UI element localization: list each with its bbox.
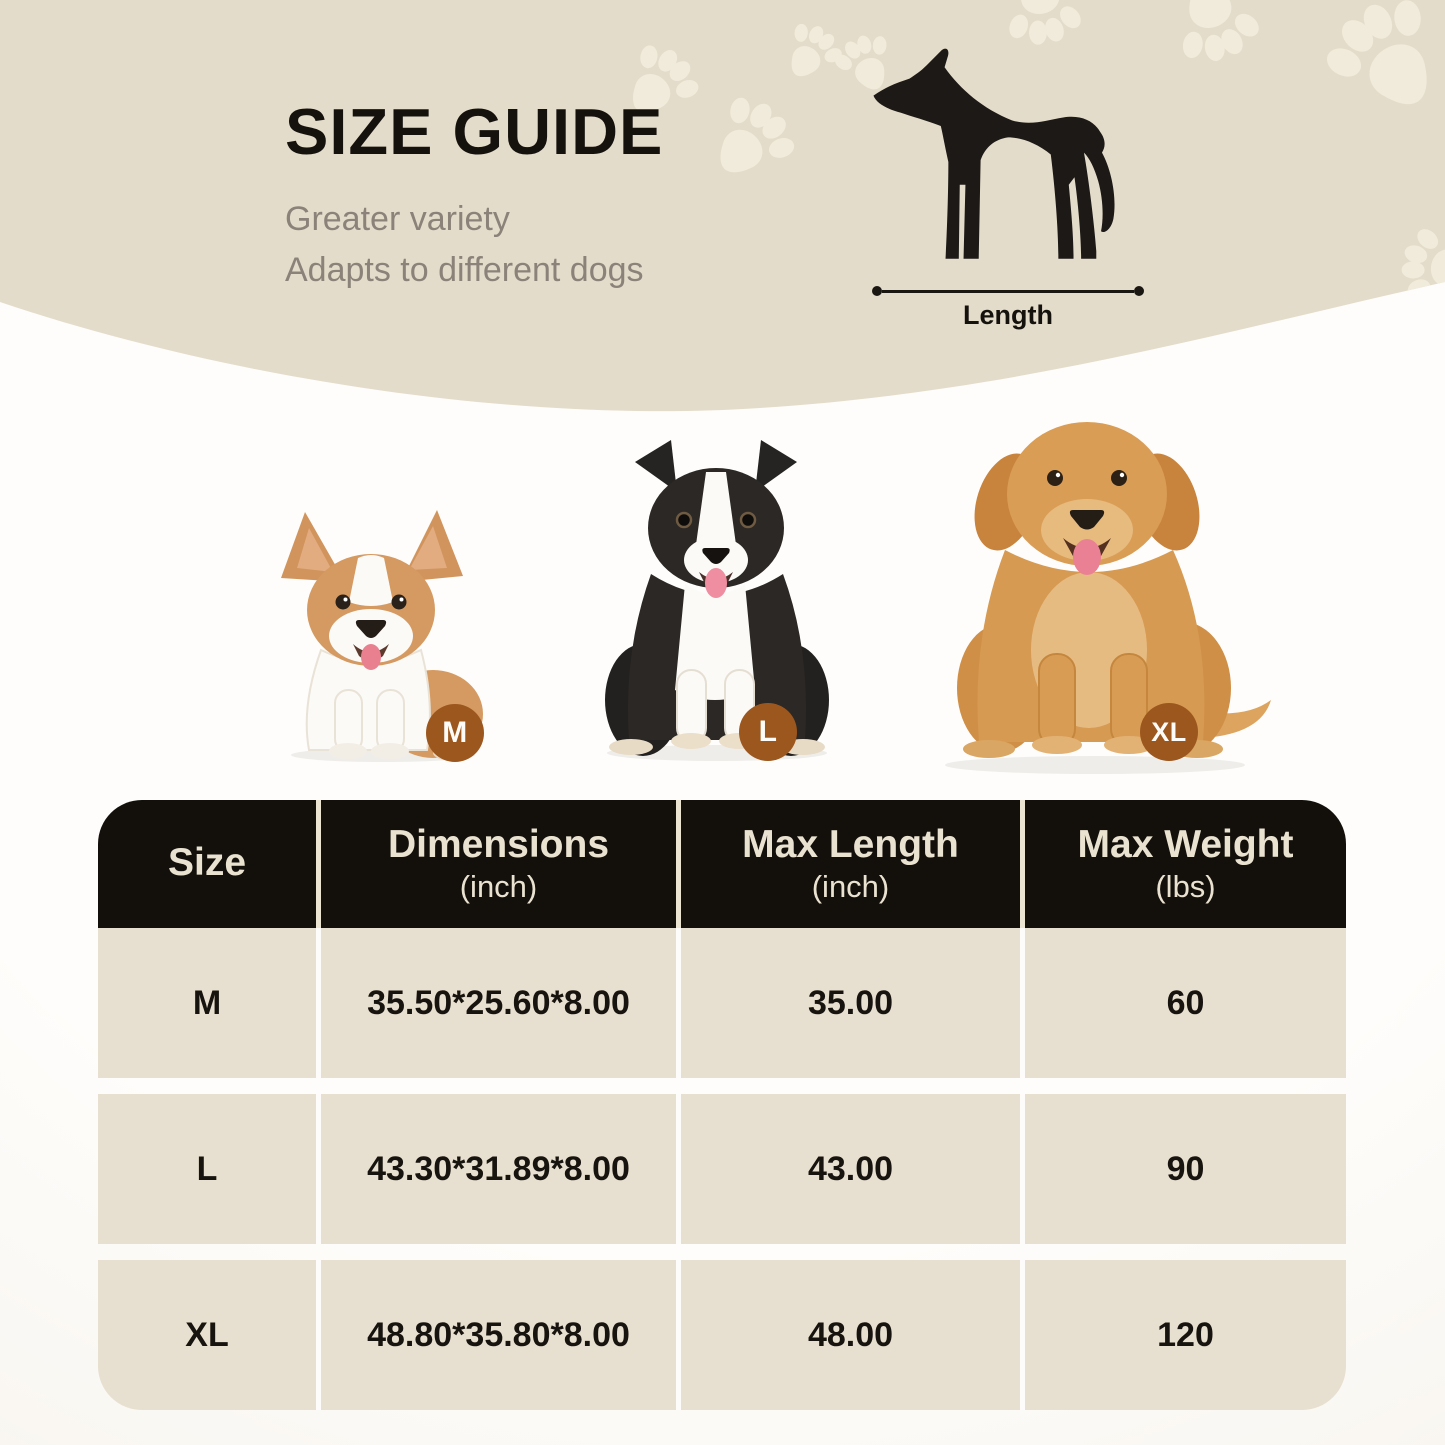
page-title: SIZE GUIDE: [285, 95, 664, 168]
column-header-size: Size: [98, 800, 321, 928]
size-cell: M: [98, 928, 321, 1078]
max-weight-cell: 90: [1166, 1149, 1205, 1188]
column-header-max-length: Max Length (inch): [681, 800, 1025, 928]
subtitle-line-1: Greater variety: [285, 200, 510, 239]
dimensions-cell: 35.50*25.60*8.00: [321, 928, 681, 1078]
max-weight-cell: 60: [1166, 983, 1205, 1022]
measure-dot-right: [1134, 286, 1144, 296]
corgi-photo: [281, 510, 483, 762]
size-badge-m: M: [426, 704, 484, 762]
column-unit: (inch): [459, 869, 538, 904]
dimensions-cell: 43.30*31.89*8.00: [321, 1094, 681, 1244]
subtitle: Greater variety Adapts to different dogs: [285, 194, 663, 296]
table-body: M 35.50*25.60*8.00 35.00 60 L 43.30*31.8…: [98, 928, 1346, 1410]
header-background: [0, 0, 1445, 412]
subtitle-line-2: Adapts to different dogs: [285, 251, 644, 290]
dimensions-cell: 48.80*35.80*8.00: [321, 1260, 681, 1410]
dog-length-silhouette-icon: [873, 48, 1115, 259]
size-table: Size Dimensions (inch) Max Length (inch)…: [98, 800, 1346, 1410]
measure-dot-left: [872, 286, 882, 296]
title-block: SIZE GUIDE Greater variety Adapts to dif…: [285, 95, 664, 296]
column-label: Max Length: [742, 823, 959, 866]
column-header-dimensions: Dimensions (inch): [321, 800, 681, 928]
max-length-cell: 35.00: [681, 928, 1025, 1078]
column-unit: (inch): [811, 869, 890, 904]
column-label: Size: [167, 841, 247, 884]
length-measure-line: [872, 286, 1144, 296]
golden-retriever-photo: [945, 422, 1271, 774]
table-row-m: M 35.50*25.60*8.00 35.00 60: [98, 928, 1346, 1078]
max-weight-cell: 120: [1157, 1315, 1214, 1354]
measure-bar: [882, 289, 1134, 293]
column-label: Max Weight: [1077, 823, 1294, 866]
border-collie-photo: [605, 440, 829, 761]
length-label: Length: [963, 300, 1053, 330]
size-cell: L: [98, 1094, 321, 1244]
size-badge-l: L: [739, 703, 797, 761]
max-length-cell: 43.00: [681, 1094, 1025, 1244]
column-unit: (lbs): [1155, 869, 1216, 904]
size-badge-xl: XL: [1140, 703, 1198, 761]
table-header-row: Size Dimensions (inch) Max Length (inch)…: [98, 800, 1346, 928]
column-label: Dimensions: [387, 823, 610, 866]
column-header-max-weight: Max Weight (lbs): [1025, 800, 1346, 928]
size-cell: XL: [98, 1260, 321, 1410]
max-length-cell: 48.00: [681, 1260, 1025, 1410]
table-row-xl: XL 48.80*35.80*8.00 48.00 120: [98, 1260, 1346, 1410]
table-row-l: L 43.30*31.89*8.00 43.00 90: [98, 1094, 1346, 1244]
